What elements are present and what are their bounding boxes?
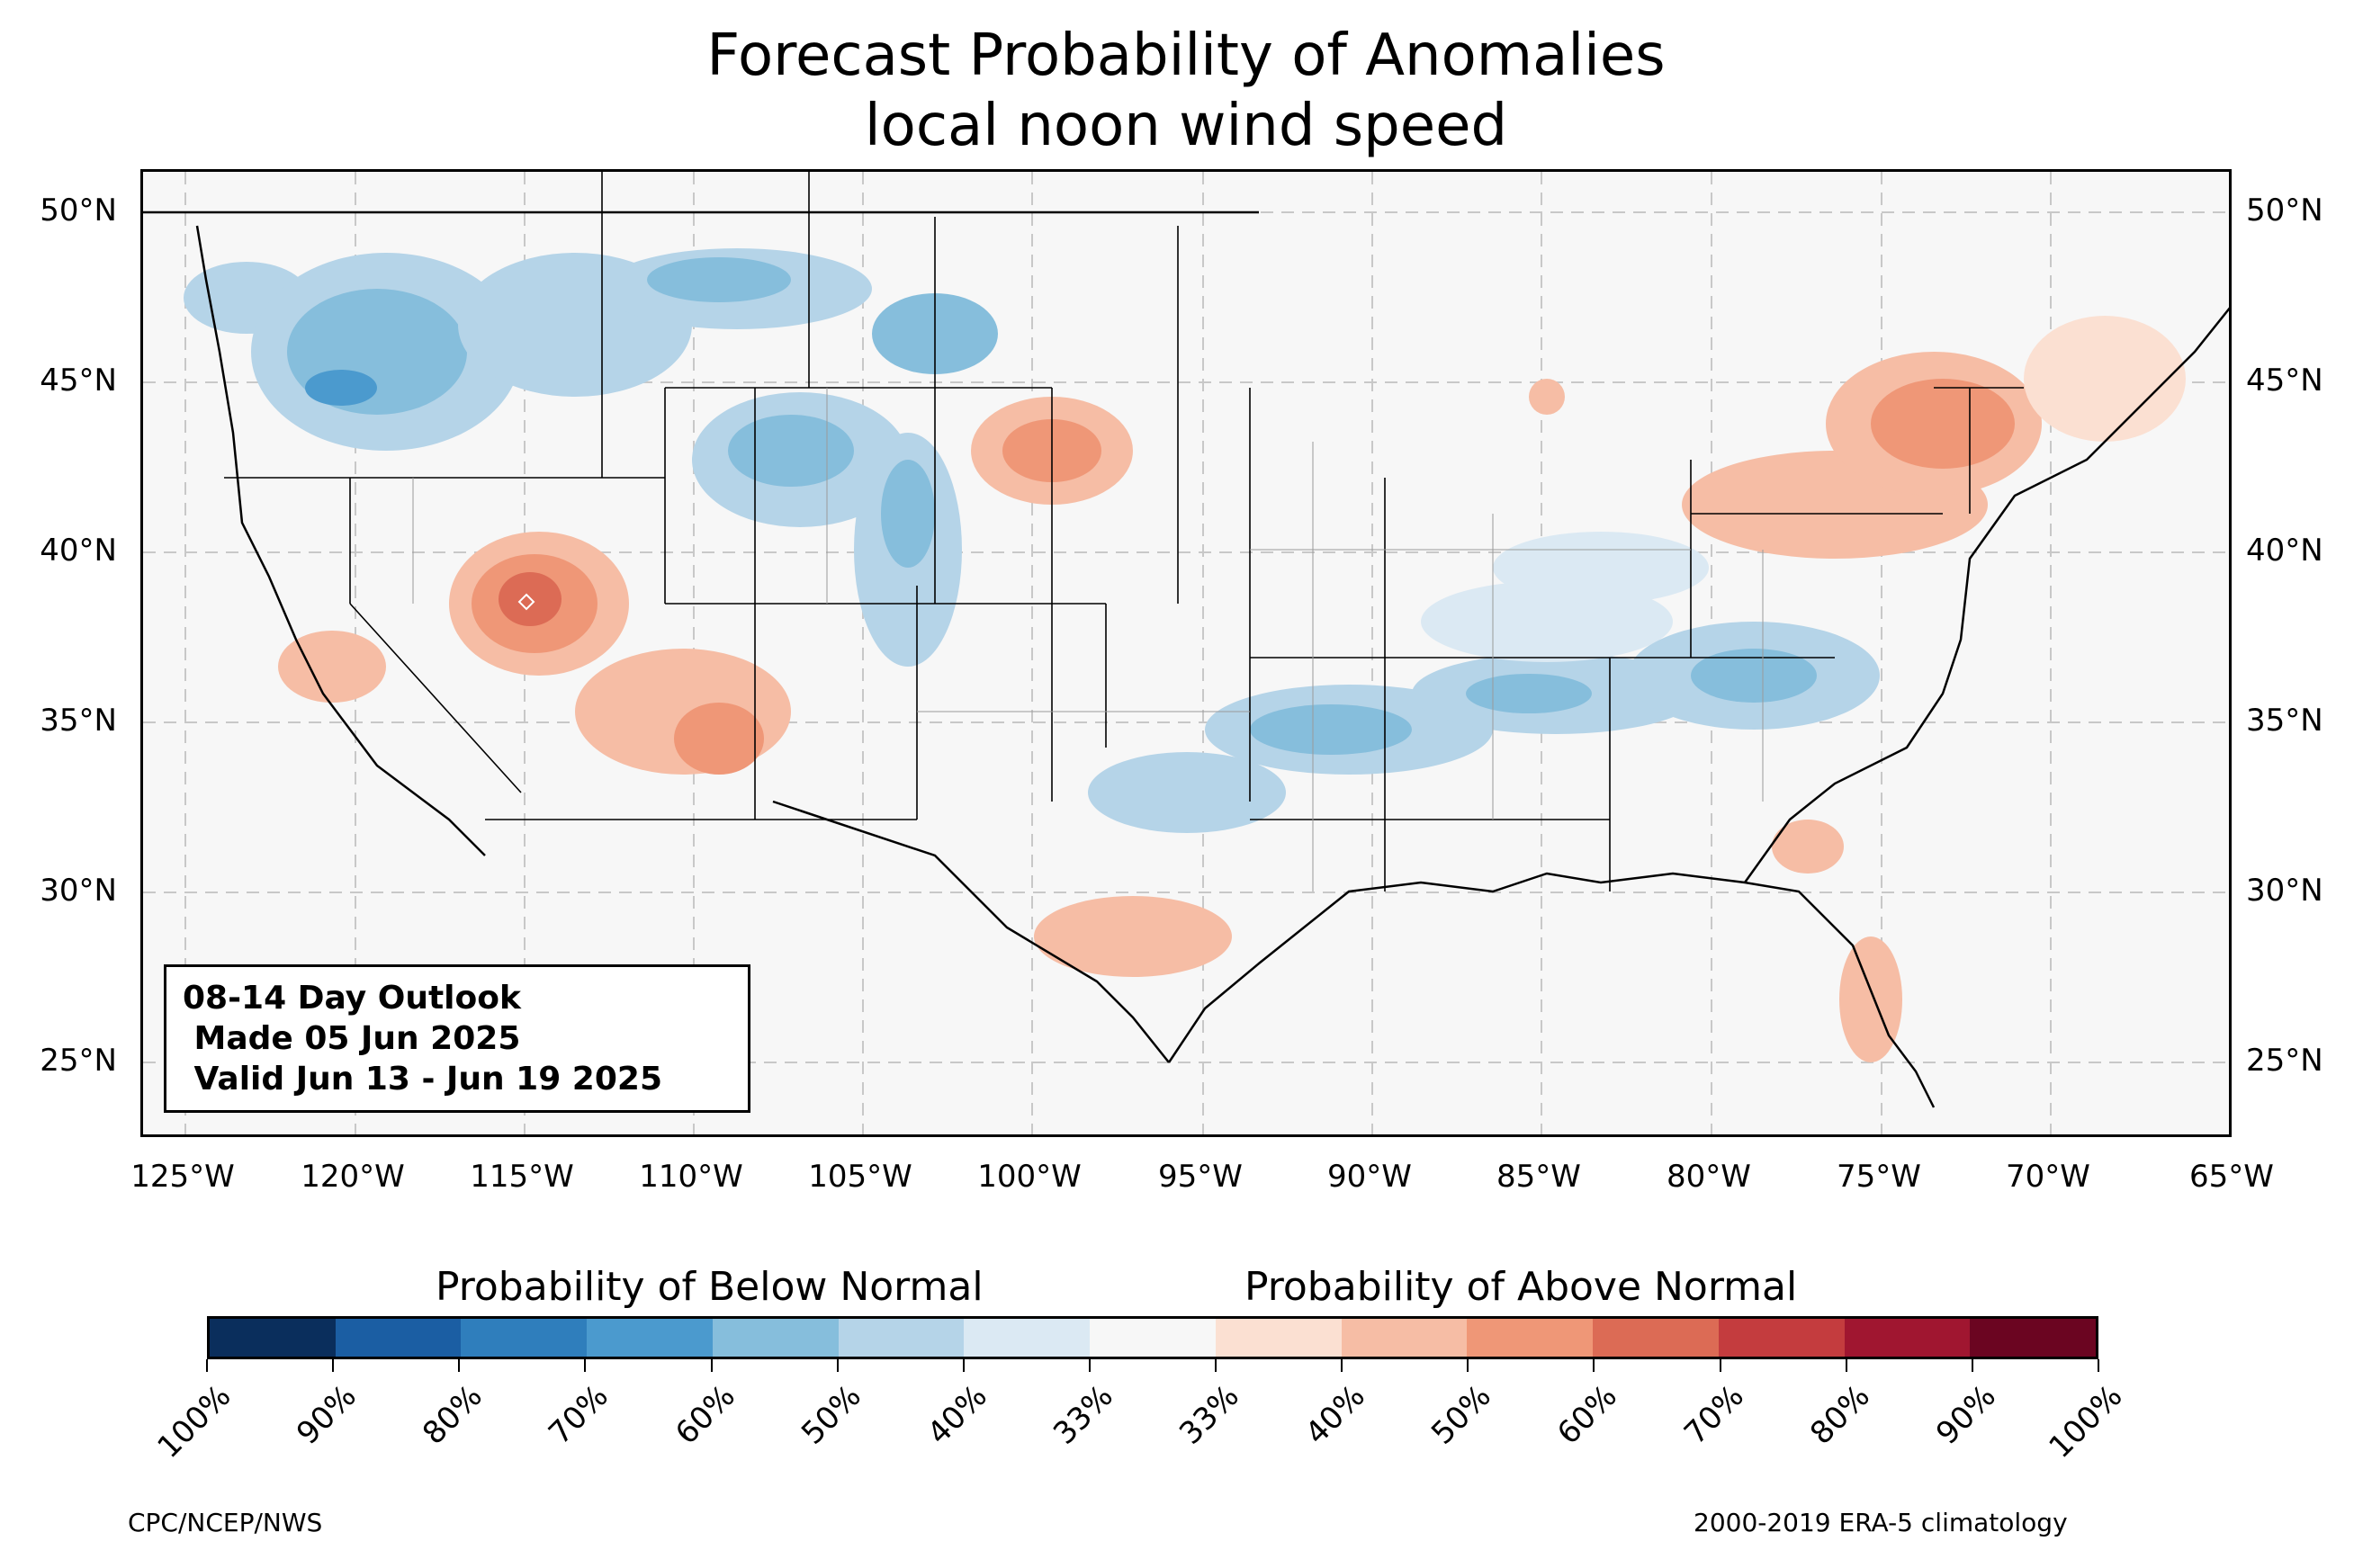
lon-label-80: 80°W: [1667, 1159, 1751, 1195]
lon-label-95: 95°W: [1158, 1159, 1243, 1195]
map-subtitle: local noon wind speed: [864, 93, 1508, 159]
outlook-valid-range: Valid Jun 13 - Jun 19 2025: [183, 1061, 663, 1098]
colorbar-tick-label: 90%: [290, 1378, 364, 1452]
colorbar-segment: [712, 1319, 839, 1357]
lon-label-65: 65°W: [2189, 1159, 2274, 1195]
colorbar-segment: [335, 1319, 462, 1357]
credit-right: 2000-2019 ERA-5 climatology: [1694, 1508, 2068, 1537]
colorbar-tick: [332, 1359, 335, 1372]
lat-label-45: 45°N: [40, 363, 117, 399]
colorbar-tick: [1215, 1359, 1217, 1372]
colorbar-tick-label: 70%: [542, 1378, 616, 1452]
outlook-made-date: Made 05 Jun 2025: [183, 1020, 521, 1057]
colorbar-segment: [1090, 1319, 1216, 1357]
colorbar-segment: [461, 1319, 588, 1357]
colorbar-tick-label: 80%: [416, 1378, 490, 1452]
lat-label-35: 35°N: [40, 703, 117, 739]
colorbar-tick-label: 50%: [1424, 1378, 1499, 1452]
lat-label-40: 40°N: [40, 533, 117, 569]
colorbar-tick: [2098, 1359, 2099, 1372]
colorbar-segment: [1593, 1319, 1719, 1357]
colorbar-tick: [1593, 1359, 1595, 1372]
colorbar-tick: [206, 1359, 208, 1372]
state-borders: [224, 172, 2024, 892]
colorbar-tick: [962, 1359, 965, 1372]
colorbar-tick-label: 90%: [1928, 1378, 2003, 1452]
colorbar-tick-label: 60%: [1550, 1378, 1625, 1452]
colorbar-tick-label: 50%: [794, 1378, 868, 1452]
lon-label-90: 90°W: [1327, 1159, 1412, 1195]
colorbar-tick-label: 100%: [2042, 1378, 2130, 1466]
colorbar-tick-label: 70%: [1676, 1378, 1751, 1452]
outlook-info-box: 08-14 Day Outlook Made 05 Jun 2025 Valid…: [164, 964, 750, 1113]
colorbar-tick-label: 60%: [668, 1378, 742, 1452]
colorbar: [207, 1316, 2098, 1359]
lon-label-70: 70°W: [2006, 1159, 2090, 1195]
colorbar-tick-label: 33%: [1173, 1378, 1246, 1452]
lat-label-right-40: 40°N: [2246, 533, 2323, 569]
lon-label-100: 100°W: [977, 1159, 1082, 1195]
lat-label-25: 25°N: [40, 1043, 117, 1079]
map-title: Forecast Probability of Anomalies: [706, 22, 1666, 89]
colorbar-tick: [1845, 1359, 1847, 1372]
outlook-period: 08-14 Day Outlook: [183, 980, 521, 1017]
lat-label-30: 30°N: [40, 873, 117, 909]
lat-label-right-35: 35°N: [2246, 703, 2323, 739]
credit-left: CPC/NCEP/NWS: [128, 1508, 323, 1537]
lon-label-125: 125°W: [130, 1159, 235, 1195]
colorbar-segment: [210, 1319, 336, 1357]
county-borders: [412, 388, 1764, 892]
colorbar-tick: [836, 1359, 839, 1372]
colorbar-tick: [1719, 1359, 1721, 1372]
lon-label-85: 85°W: [1496, 1159, 1581, 1195]
colorbar-segment: [838, 1319, 965, 1357]
colorbar-tick: [584, 1359, 587, 1372]
lon-label-105: 105°W: [808, 1159, 912, 1195]
lat-label-50: 50°N: [40, 193, 117, 228]
below-normal-areas: [184, 248, 1880, 833]
colorbar-segment: [587, 1319, 713, 1357]
lon-label-110: 110°W: [639, 1159, 743, 1195]
colorbar-tick-label: 100%: [150, 1378, 238, 1466]
colorbar-tick-label: 80%: [1802, 1378, 1877, 1452]
colorbar-tick: [1088, 1359, 1091, 1372]
map-canvas: [143, 172, 2229, 1134]
colorbar-tick: [458, 1359, 461, 1372]
colorbar-tick: [1971, 1359, 1973, 1372]
above-normal-areas: [278, 316, 2186, 1062]
lon-label-120: 120°W: [301, 1159, 405, 1195]
colorbar-tick: [710, 1359, 713, 1372]
legend-below-label: Probability of Below Normal: [436, 1264, 984, 1310]
colorbar-segment: [1970, 1319, 2097, 1357]
marker: [517, 593, 535, 611]
lat-label-right-30: 30°N: [2246, 873, 2323, 909]
colorbar-segment: [1215, 1319, 1342, 1357]
lat-label-right-25: 25°N: [2246, 1043, 2323, 1079]
lon-label-115: 115°W: [470, 1159, 574, 1195]
colorbar-tick: [1341, 1359, 1343, 1372]
lat-label-right-45: 45°N: [2246, 363, 2323, 399]
colorbar-segment: [1341, 1319, 1468, 1357]
colorbar-tick: [1467, 1359, 1469, 1372]
lon-label-75: 75°W: [1837, 1159, 1921, 1195]
coastlines: [143, 211, 2229, 1108]
colorbar-segment: [1467, 1319, 1594, 1357]
lat-label-right-50: 50°N: [2246, 193, 2323, 228]
colorbar-segment: [1718, 1319, 1845, 1357]
colorbar-tick-label: 40%: [1298, 1378, 1373, 1452]
colorbar-segment: [1844, 1319, 1971, 1357]
colorbar-tick-label: 40%: [920, 1378, 994, 1452]
legend-above-label: Probability of Above Normal: [1244, 1264, 1798, 1310]
colorbar-tick-label: 33%: [1047, 1378, 1120, 1452]
colorbar-segment: [964, 1319, 1091, 1357]
